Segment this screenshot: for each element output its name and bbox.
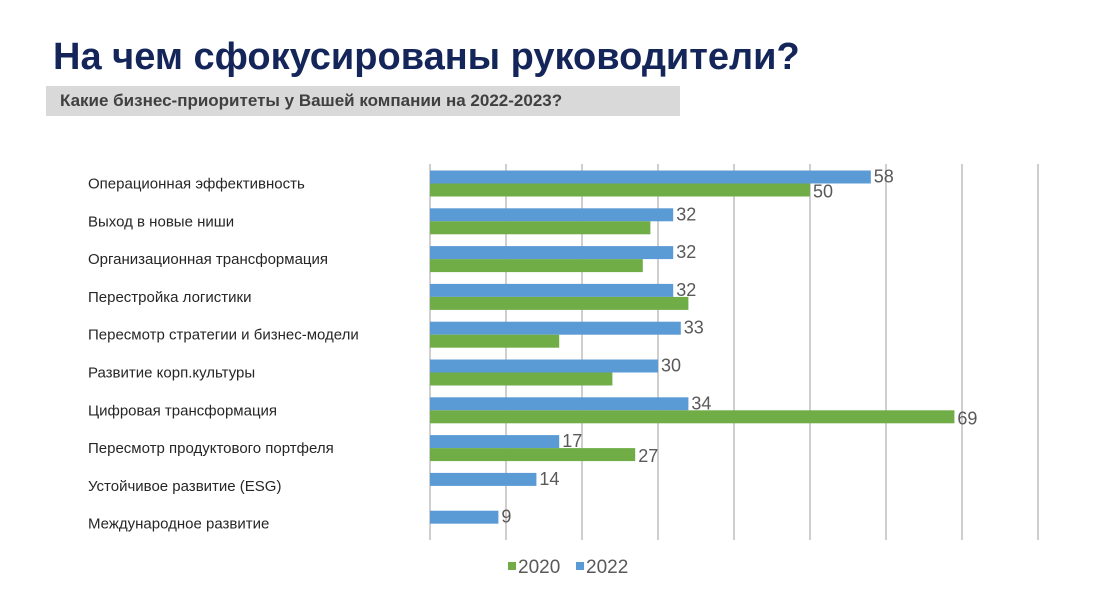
- legend-label-2022: 2022: [586, 557, 628, 578]
- bar-2022: [430, 397, 689, 411]
- bar-2022: [430, 510, 499, 524]
- bar-2022: [430, 321, 681, 335]
- data-label-2022: 32: [676, 242, 696, 262]
- data-label-2022: 30: [661, 356, 681, 376]
- data-label-2022: 9: [501, 507, 511, 527]
- category-label: Операционная эффективность: [88, 176, 305, 193]
- page-subtitle: Какие бизнес-приоритеты у Вашей компании…: [46, 86, 680, 116]
- category-label: Цифровая трансформация: [88, 402, 277, 419]
- bar-2022: [430, 435, 560, 449]
- bar-2020: [430, 183, 810, 197]
- category-label: Устойчивое развитие (ESG): [88, 478, 281, 495]
- data-label-2022: 33: [684, 318, 704, 338]
- category-label: Перестройка логистики: [88, 289, 251, 306]
- bar-2020: [430, 410, 955, 424]
- category-label: Международное развитие: [88, 516, 269, 533]
- bar-2020: [430, 372, 613, 386]
- bar-2022: [430, 359, 658, 373]
- bar-2022: [430, 208, 674, 222]
- data-label-2022: 17: [562, 431, 582, 451]
- bar-2022: [430, 170, 871, 184]
- data-label-2022: 34: [691, 393, 711, 413]
- bar-2020: [430, 448, 636, 462]
- bar-2020: [430, 259, 643, 273]
- legend-swatch-2022: [576, 562, 584, 570]
- category-label: Пересмотр продуктового портфеля: [88, 440, 334, 457]
- data-label-2020: 50: [813, 182, 833, 202]
- data-label-2020: 69: [957, 408, 977, 428]
- category-label: Выход в новые ниши: [88, 213, 234, 230]
- data-label-2022: 14: [539, 469, 559, 489]
- bar-2020: [430, 221, 651, 235]
- data-label-2020: 27: [638, 446, 658, 466]
- legend-swatch-2020: [508, 562, 516, 570]
- legend-label-2020: 2020: [518, 557, 560, 578]
- category-label: Пересмотр стратегии и бизнес-модели: [88, 327, 359, 344]
- page-title: На чем сфокусированы руководители?: [53, 36, 800, 78]
- bar-2022: [430, 283, 674, 297]
- category-label: Организационная трансформация: [88, 251, 328, 268]
- category-label: Развитие корп.культуры: [88, 365, 255, 382]
- bar-2020: [430, 296, 689, 310]
- bar-2022: [430, 246, 674, 260]
- bar-2022: [430, 472, 537, 486]
- data-label-2022: 32: [676, 280, 696, 300]
- data-label-2022: 32: [676, 204, 696, 224]
- data-label-2022: 58: [874, 167, 894, 187]
- bar-2020: [430, 334, 560, 348]
